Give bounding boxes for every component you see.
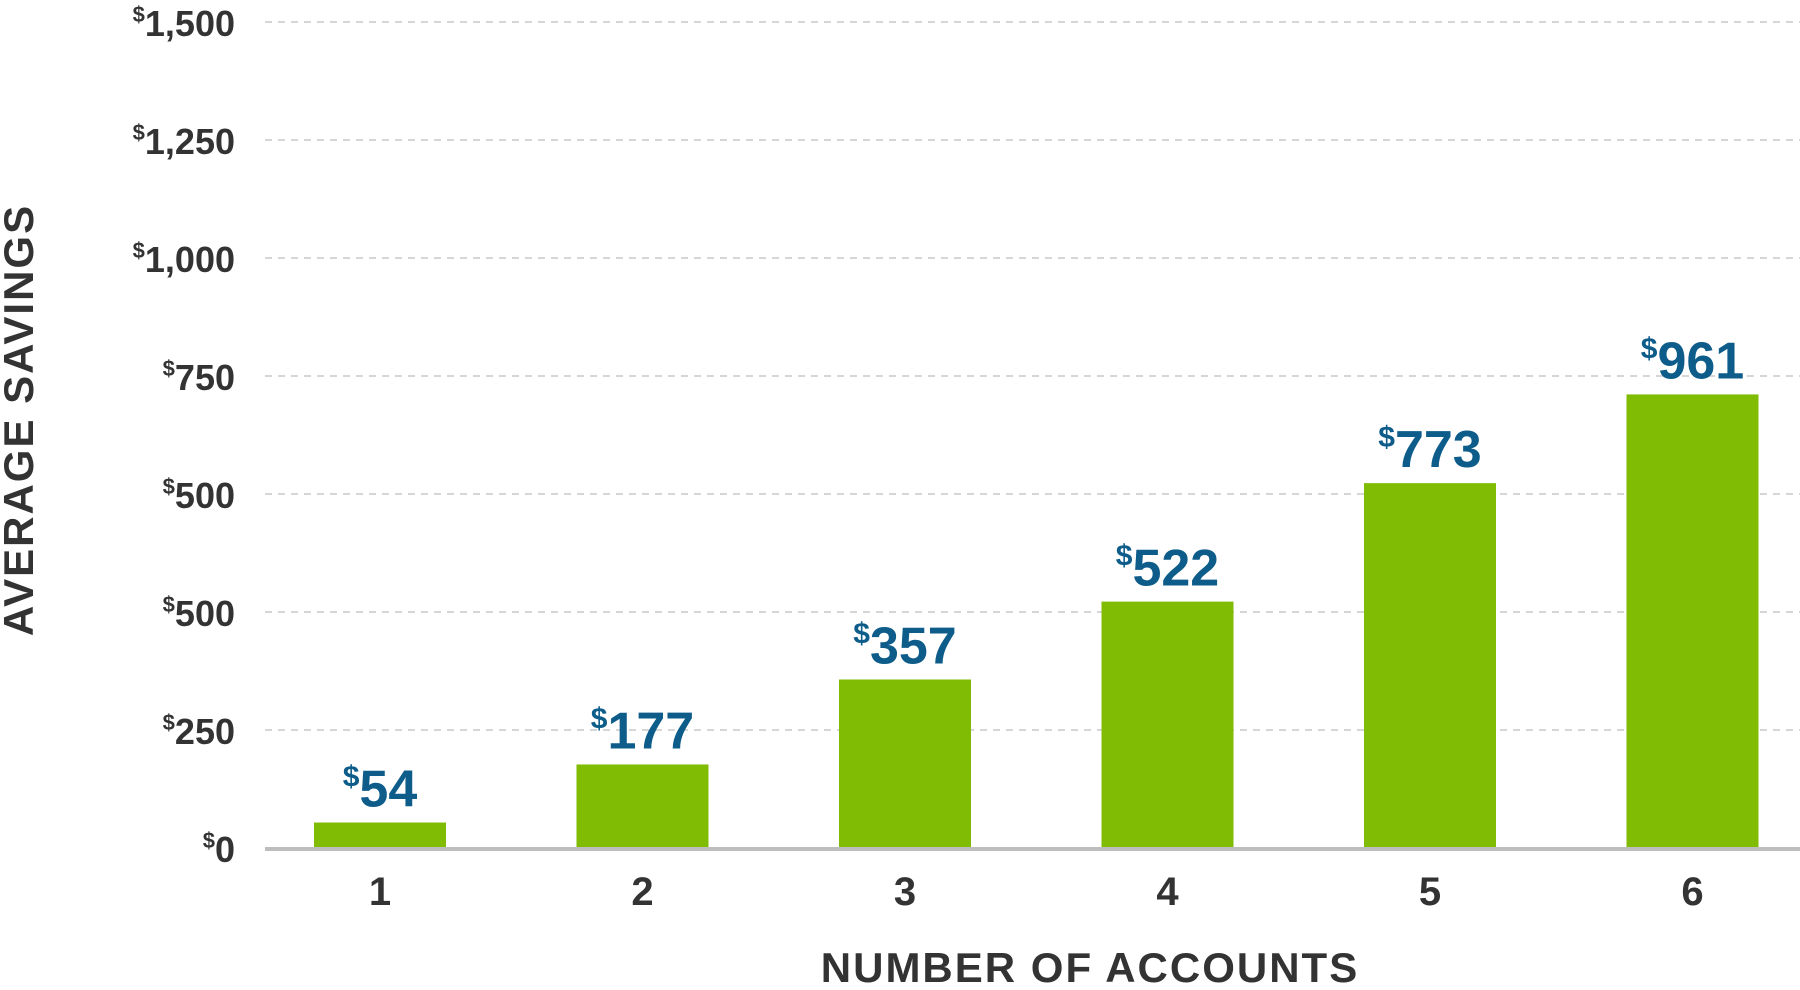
y-axis-ticks: $0$250$500$500$750$1,000$1,250$1,500 [133,2,235,870]
currency-symbol: $ [343,761,360,794]
bar [1364,483,1496,848]
grid-lines [265,21,1800,731]
bar [314,822,446,848]
y-tick-label: $1,250 [133,120,235,162]
bar [576,764,709,848]
x-tick-label: 6 [1681,870,1703,914]
y-tick-number: 1,500 [145,3,235,44]
bar-value-label: $357 [853,617,956,675]
y-tick-label: $250 [163,710,235,752]
bar-value-number: 357 [870,617,957,675]
currency-symbol: $ [853,617,870,650]
currency-symbol: $ [591,702,608,735]
bar-value-labels: $54$177$357$522$773$961 [343,332,1744,818]
bar-value-label: $773 [1378,421,1481,479]
bar-value-number: 54 [359,761,417,819]
x-axis-ticks: 1 2 3 4 5 6 [369,870,1704,914]
currency-symbol: $ [1116,540,1133,573]
y-tick-number: 0 [215,829,235,870]
x-tick-label: 3 [894,870,916,914]
x-tick-label: 2 [631,870,653,914]
x-tick-label: 4 [1156,870,1179,914]
y-tick-label: $0 [203,828,235,870]
bar-value-label: $961 [1641,332,1744,390]
y-tick-label: $750 [163,356,235,398]
x-tick-label: 1 [369,870,391,914]
bar-value-number: 522 [1132,540,1219,598]
bar-value-number: 177 [607,702,694,760]
y-tick-number: 500 [175,475,235,516]
bar [1626,394,1759,848]
y-tick-number: 1,000 [145,239,235,280]
y-tick-label: $1,500 [133,2,235,44]
currency-symbol: $ [133,120,145,145]
y-tick-number: 750 [175,357,235,398]
bars [314,394,1759,848]
currency-symbol: $ [133,238,145,263]
currency-symbol: $ [163,592,175,617]
currency-symbol: $ [163,710,175,735]
currency-symbol: $ [163,356,175,381]
y-tick-number: 1,250 [145,121,235,162]
x-axis-title: NUMBER OF ACCOUNTS [821,944,1359,985]
y-tick-label: $500 [163,592,235,634]
y-tick-label: $500 [163,474,235,516]
currency-symbol: $ [203,828,215,853]
currency-symbol: $ [133,2,145,27]
bar-value-label: $54 [343,761,418,819]
bar [839,679,971,848]
bar-value-label: $177 [591,702,694,760]
x-tick-label: 5 [1419,870,1441,914]
y-tick-number: 250 [175,711,235,752]
currency-symbol: $ [1378,421,1395,454]
y-axis-title: AVERAGE SAVINGS [0,204,42,636]
y-tick-label: $1,000 [133,238,235,280]
currency-symbol: $ [1641,332,1658,365]
bar [1101,601,1234,848]
bar-value-number: 961 [1657,332,1744,390]
currency-symbol: $ [163,474,175,499]
bar-value-number: 773 [1395,421,1482,479]
y-tick-number: 500 [175,593,235,634]
bar-value-label: $522 [1116,540,1219,598]
